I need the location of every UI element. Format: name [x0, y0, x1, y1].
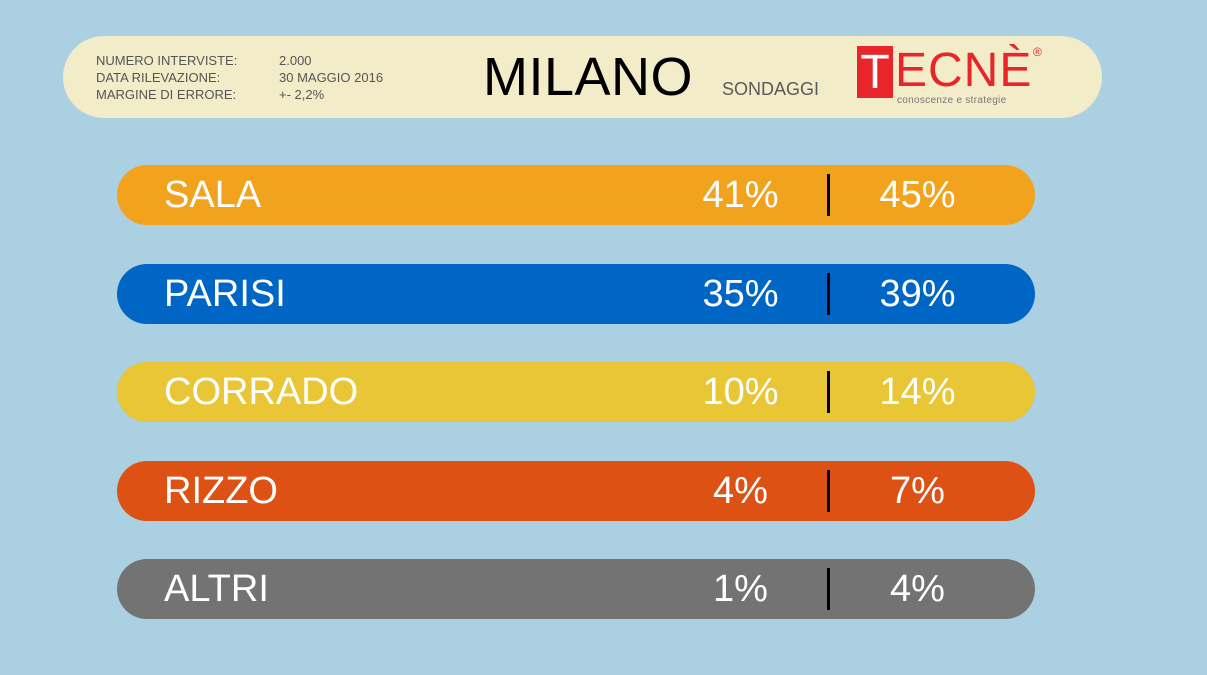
survey-info-label: DATA RILEVAZIONE: [96, 70, 221, 85]
survey-info-label: MARGINE DI ERRORE: [96, 87, 237, 102]
range-low-value: 1% [713, 568, 768, 610]
candidate-name: RIZZO [164, 470, 278, 512]
range-high-value: 4% [890, 568, 945, 610]
range-separator [827, 371, 830, 413]
candidate-bar-rizzo: RIZZO 4% 7% [117, 461, 1035, 521]
range-low-value: 41% [702, 174, 779, 216]
tecne-logo: T ECNÈ ® conoscenze e strategie [857, 44, 1057, 106]
range-high-value: 14% [879, 371, 956, 413]
logo-registered-mark: ® [1033, 45, 1042, 59]
survey-info-row: NUMERO INTERVISTE: 2.000 [96, 52, 383, 69]
survey-info: NUMERO INTERVISTE: 2.000 DATA RILEVAZION… [96, 52, 383, 103]
range-high-value: 45% [879, 174, 956, 216]
candidate-bar-sala: SALA 41% 45% [117, 165, 1035, 225]
survey-info-label: NUMERO INTERVISTE: [96, 53, 238, 68]
survey-info-value: 2.000 [279, 53, 312, 68]
page-subtitle: SONDAGGI [722, 79, 820, 99]
range-separator [827, 273, 830, 315]
candidate-bar-corrado: CORRADO 10% 14% [117, 362, 1035, 422]
range-high-value: 7% [890, 470, 945, 512]
survey-info-row: DATA RILEVAZIONE: 30 MAGGIO 2016 [96, 69, 383, 86]
candidate-name: PARISI [164, 273, 286, 315]
range-low-value: 10% [702, 371, 779, 413]
survey-info-value: +- 2,2% [279, 87, 325, 102]
candidate-bar-parisi: PARISI 35% 39% [117, 264, 1035, 324]
range-low-value: 4% [713, 470, 768, 512]
candidate-name: CORRADO [164, 371, 359, 413]
logo-tagline: conoscenze e strategie [897, 95, 1007, 106]
range-separator [827, 470, 830, 512]
survey-info-value: 30 MAGGIO 2016 [279, 70, 384, 85]
range-high-value: 39% [879, 273, 956, 315]
header-banner: NUMERO INTERVISTE: 2.000 DATA RILEVAZION… [63, 36, 1102, 118]
logo-wordmark: ECNÈ [895, 44, 1033, 97]
range-separator [827, 568, 830, 610]
candidate-name: SALA [164, 174, 262, 216]
candidate-name: ALTRI [164, 568, 269, 610]
range-low-value: 35% [702, 273, 779, 315]
range-separator [827, 174, 830, 216]
survey-info-row: MARGINE DI ERRORE: +- 2,2% [96, 86, 383, 103]
page-title: MILANO [483, 47, 694, 107]
logo-letter-box: T [857, 46, 893, 99]
candidate-bar-altri: ALTRI 1% 4% [117, 559, 1035, 619]
